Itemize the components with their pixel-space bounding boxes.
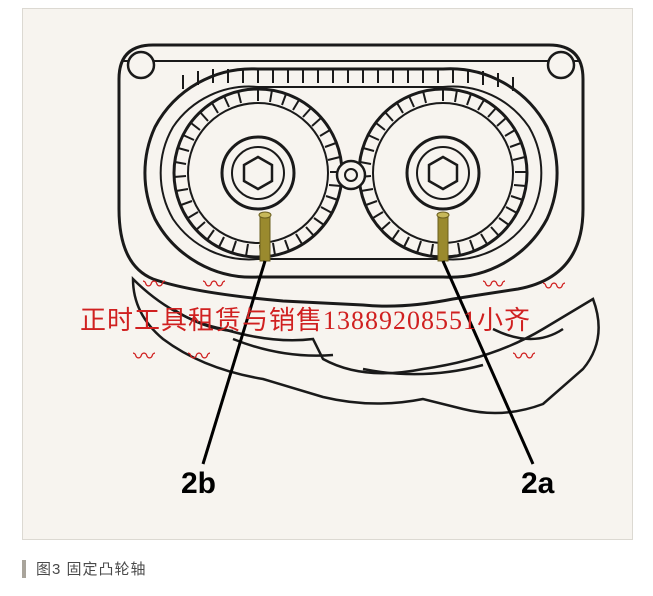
locking-pin-right [437, 212, 449, 261]
figure-frame: 2b 2a 〰 〰 〰 〰 〰 〰 〰 [22, 8, 633, 540]
center-bolt [337, 161, 365, 189]
watermark-text: 正时工具租赁与销售13889208551小齐 [80, 300, 531, 337]
watermark-brush-icon: 〰 [133, 339, 155, 371]
diagram-svg [23, 9, 632, 539]
watermark-brush-icon: 〰 [143, 267, 165, 299]
callout-2b: 2b [181, 467, 216, 501]
callout-2a: 2a [521, 467, 554, 501]
locking-pin-left [259, 212, 271, 261]
figure-caption: 图3 固定凸轮轴 [22, 558, 147, 579]
watermark-brush-icon: 〰 [203, 267, 225, 299]
camshaft-gear-left [174, 89, 342, 257]
watermark-brush-icon: 〰 [483, 267, 505, 299]
watermark-brush-icon: 〰 [543, 269, 565, 301]
page: 2b 2a 〰 〰 〰 〰 〰 〰 〰 正时工具租赁与销售13889208551… [0, 0, 653, 596]
caption-tick-icon [22, 560, 26, 578]
caption-text: 图3 固定凸轮轴 [36, 558, 147, 579]
watermark-brush-icon: 〰 [513, 339, 535, 371]
watermark-brush-icon: 〰 [188, 339, 210, 371]
